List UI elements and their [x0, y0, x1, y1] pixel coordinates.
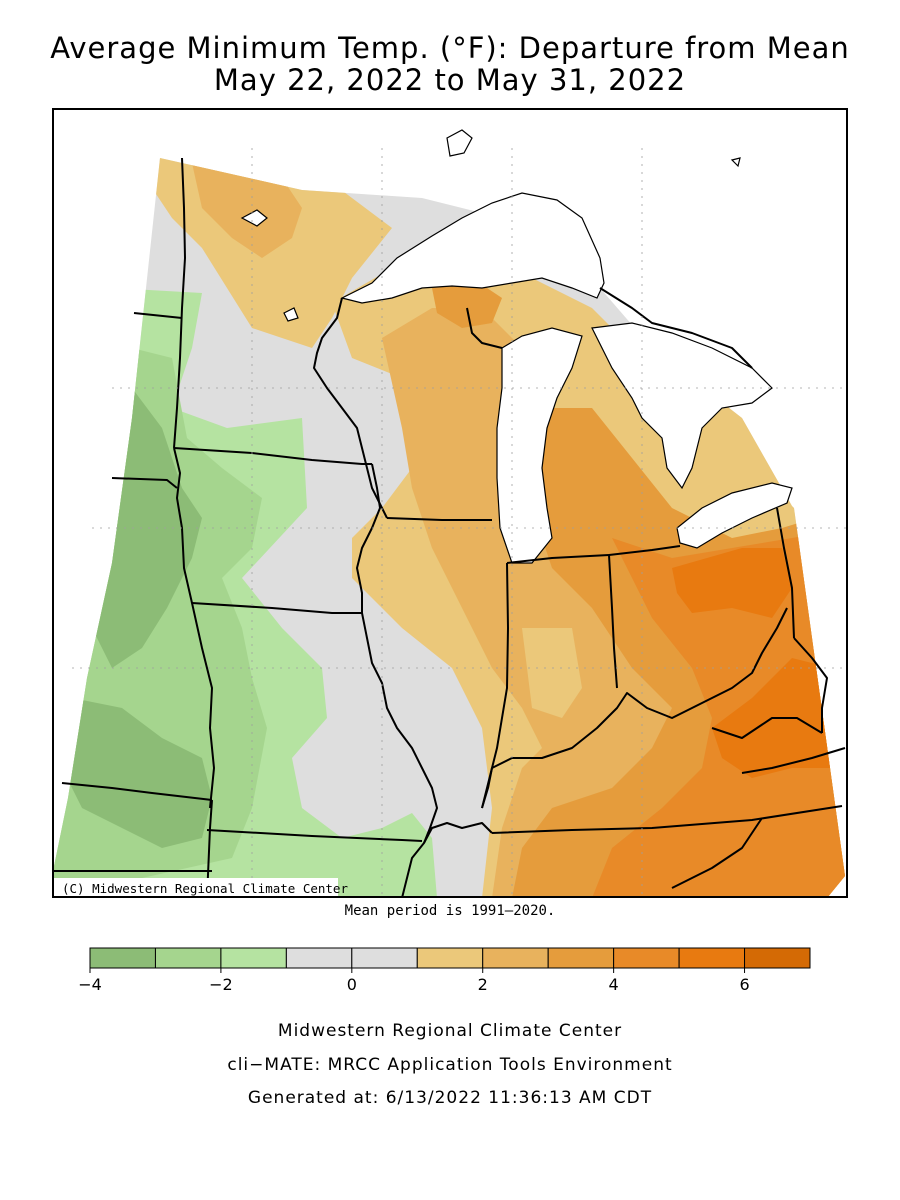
legend-bin	[220, 947, 287, 969]
in-oh-border	[608, 554, 618, 689]
zone-light-orange-north	[192, 163, 302, 258]
temperature-departure-map: (C) Midwestern Regional Climate Center	[52, 108, 848, 898]
footer-generated: Generated at: 6/13/2022 11:36:13 AM CDT	[247, 1088, 653, 1108]
legend-bin	[416, 947, 484, 969]
map-title-line1: Average Minimum Temp. (°F): Departure fr…	[50, 31, 850, 65]
nd-sd-border	[133, 312, 183, 319]
legend-bin	[154, 947, 222, 969]
ks-mo-border	[206, 799, 213, 898]
ky-mo-river-loop	[423, 822, 493, 844]
mn-wi-border	[313, 297, 388, 519]
legend-bin	[744, 947, 811, 969]
isle-royale	[446, 129, 741, 168]
lake-erie	[676, 482, 793, 549]
zone-light-green-south	[372, 813, 437, 898]
tn-nc-border	[671, 817, 763, 889]
legend-tick-label: −2	[209, 975, 233, 994]
legend-bin	[547, 947, 615, 969]
legend-ticks: −4 −2 0 2 4 6	[78, 968, 750, 994]
color-legend: −4 −2 0 2 4 6	[78, 947, 811, 994]
ohio-river	[481, 607, 788, 809]
ia-mn-border	[173, 447, 372, 465]
mi-up-border	[466, 307, 503, 349]
legend-bin	[89, 947, 156, 969]
lake-michigan	[496, 327, 583, 564]
wv-va-border	[711, 717, 823, 739]
legend-tick-label: 4	[609, 975, 619, 994]
legend-bin	[351, 947, 418, 969]
ontario-border	[599, 287, 753, 369]
copyright-text: (C) Midwestern Regional Climate Center	[62, 881, 348, 896]
footer-org: Midwestern Regional Climate Center	[277, 1021, 623, 1041]
island	[730, 157, 741, 168]
legend-tick-label: 0	[347, 975, 357, 994]
legend-tick-label: 2	[478, 975, 488, 994]
nd-sd-mn-border	[173, 157, 186, 449]
sd-ia-ne-river	[173, 447, 215, 809]
legend-bin	[285, 947, 353, 969]
legend-bin	[613, 947, 680, 969]
great-lakes	[240, 192, 793, 564]
mi-oh-border	[608, 545, 681, 556]
zone-pale-spot-indiana	[522, 628, 582, 718]
wv-border-east	[793, 637, 828, 733]
mean-period-note: Mean period is 1991–2020.	[344, 903, 556, 919]
legend-tick-label: 6	[739, 975, 749, 994]
mo-ar-border	[206, 829, 423, 842]
mille-lacs	[283, 307, 299, 322]
in-mi-border	[506, 554, 610, 564]
lat-lon-grid	[72, 148, 848, 898]
map-frame	[52, 108, 848, 898]
map-title-line2: May 22, 2022 to May 31, 2022	[213, 63, 687, 97]
ky-tn-border	[491, 805, 843, 834]
zone-deep-orange-ohio	[672, 548, 792, 618]
lake-huron	[591, 322, 773, 490]
ia-mo-border	[191, 602, 362, 614]
lake-superior	[340, 192, 605, 304]
zone-orange-east	[592, 528, 845, 898]
sd-ne-border	[111, 477, 178, 489]
legend-bin	[482, 947, 549, 969]
ne-ks-border	[61, 782, 213, 801]
legend-bins	[89, 947, 811, 969]
va-tn-border	[741, 747, 846, 774]
zone-light-orange-north-mi	[432, 278, 502, 328]
footer-app: cli−MATE: MRCC Application Tools Environ…	[227, 1055, 673, 1075]
copyright-box	[52, 878, 338, 898]
zone-dark-green-south	[62, 698, 212, 848]
state-borders	[52, 157, 846, 898]
legend-bin	[678, 947, 746, 969]
wi-il-border	[386, 517, 492, 521]
legend-tick-label: −4	[78, 975, 102, 994]
island	[446, 129, 473, 157]
